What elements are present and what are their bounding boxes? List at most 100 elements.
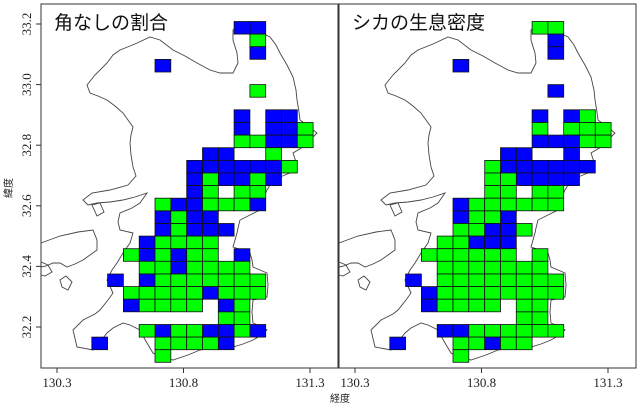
grid-cell-green [436,260,454,275]
grid-cell-blue [233,109,251,123]
grid-cell-green [436,286,454,300]
grid-cell-blue [186,172,203,187]
grid-cell-green [233,273,251,288]
amakusa-outline [338,229,396,268]
grid-cell-blue [420,286,438,300]
grid-cell-blue [233,248,251,262]
grid-cell-green [138,286,156,300]
grid-cell-green [186,248,203,262]
panel-antlerless-ratio: 角なしの割合 [40,3,339,369]
grid-cell-green [154,197,172,212]
grid-cell-blue [202,286,219,300]
grid-cell-green [452,286,470,300]
x-tick-label: 130.8 [467,375,496,390]
grid-cell-green [217,286,235,300]
grid-cell-green [484,286,501,300]
grid-cell-green [484,324,501,338]
grid-cell-green [500,324,517,338]
grid-cell-green [233,298,251,313]
grid-cell-blue [202,223,219,237]
grid-cell-blue [217,159,235,174]
grid-cell-blue [281,134,298,149]
grid-cell-green [468,197,485,212]
y-tick-label: 32.8 [19,134,34,157]
grid-cell-green [531,248,549,262]
grid-cell-green [484,298,501,313]
grid-cell-blue [265,122,282,136]
grid-cell-green [563,122,580,136]
grid-cell-green [452,235,470,250]
grid-cell-green [579,109,596,123]
grid-cell-green [154,273,172,288]
y-tick-label: 33.2 [19,13,34,36]
grid-cell-green [500,286,517,300]
grid-cell-green [420,248,438,262]
grid-cell-green [202,260,219,275]
grid-cell-blue [452,210,470,224]
grid-cell-green [452,223,470,237]
grid-cell-blue [484,223,501,237]
grid-cell-blue [531,134,549,149]
grid-cell-green [154,260,172,275]
grid-cell-blue [107,273,124,288]
grid-cell-blue [452,197,470,212]
grid-cell-green [123,248,140,262]
grid-cell-green [202,248,219,262]
grid-cell-green [170,210,188,224]
grid-cell-blue [500,210,517,224]
grid-cell-blue [249,21,267,35]
grid-cell-green [138,260,156,275]
grid-cell-blue [547,84,565,98]
y-tick-label: 32.2 [19,316,34,339]
grid-cell-green [436,248,454,262]
grid-cell-blue [531,172,549,187]
grid-cell-green [138,298,156,313]
grid-cell-green [515,336,533,351]
panel-frame [338,3,637,369]
grid-cell-green [531,273,549,288]
grid-cell-blue [563,147,580,161]
grid-cell-blue [547,46,565,60]
grid-cell-green [531,286,549,300]
grid-cell-blue [154,59,172,73]
grid-cell-blue [170,260,188,275]
grid-cell-green [233,134,251,149]
grid-cell-green [500,172,517,187]
grid-cell-green [579,134,596,149]
grid-cell-green [436,235,454,250]
grid-cell-green [531,298,549,313]
grid-cell-blue [91,336,109,351]
grid-cell-green [170,223,188,237]
grid-cell-green [484,260,501,275]
grid-cell-green [500,197,517,212]
grid-cell-blue [515,159,533,174]
grid-cell-green [170,336,188,351]
grid-cell-green [249,286,267,300]
grid-cell-green [515,311,533,325]
grid-cell-blue [217,298,235,313]
mainland-outline [370,22,616,361]
grid-cell-green [547,324,565,338]
grid-cell-green [202,336,219,351]
grid-cell-blue [202,147,219,161]
grid-cell-green [170,298,188,313]
islet-outline [389,202,403,217]
grid-cell-green [249,84,267,98]
grid-cell-blue [154,210,172,224]
islet-outline [357,275,371,291]
grid-cell-green [217,260,235,275]
grid-cell-green [249,33,267,48]
grid-cell-green [233,197,251,212]
grid-cell-green [579,122,596,136]
grid-cell-green [515,273,533,288]
grid-cell-green [547,197,565,212]
grid-cell-blue [452,59,470,73]
grid-cell-blue [202,324,219,338]
grid-cell-blue [170,197,188,212]
grid-cell-blue [579,159,596,174]
grid-cell-green [531,324,549,338]
grid-cell-green [515,286,533,300]
y-tick-label: 32.4 [19,255,34,278]
grid-cell-green [515,324,533,338]
